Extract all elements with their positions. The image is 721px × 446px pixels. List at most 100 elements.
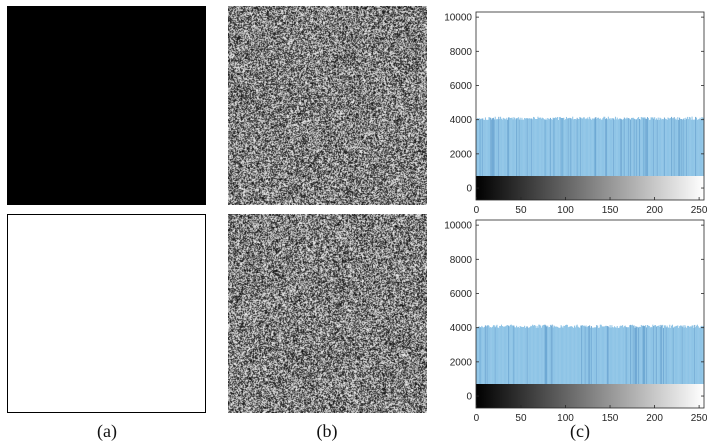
histogram-bar: [581, 325, 583, 397]
histogram-bar: [543, 324, 545, 397]
histogram-bar: [663, 119, 665, 189]
histogram-bar: [643, 118, 645, 189]
histogram-bar: [682, 325, 684, 397]
histogram-bar: [496, 118, 498, 189]
histogram-bar: [477, 118, 479, 189]
histogram-bar: [625, 118, 627, 189]
histogram-bar: [610, 119, 612, 189]
x-tick-label: 250: [691, 205, 708, 216]
histogram-bar: [500, 116, 502, 189]
histogram-bar: [655, 326, 657, 397]
histogram-bar: [500, 324, 502, 397]
histogram-bar: [623, 117, 625, 189]
histogram-bar: [679, 117, 681, 189]
histogram-bar: [530, 118, 532, 189]
histogram-bar: [482, 327, 484, 397]
histogram-bar: [629, 118, 631, 189]
histogram-bar: [594, 117, 596, 189]
histogram-bar: [527, 327, 529, 397]
histogram-bar: [513, 117, 515, 189]
histogram-bar: [499, 119, 501, 189]
histogram-bar: [589, 116, 591, 189]
histogram-bar: [565, 324, 567, 397]
y-tick-label: 10000: [444, 13, 472, 24]
histogram-bar: [580, 117, 582, 189]
histogram-bar: [639, 327, 641, 397]
histogram-bar: [505, 119, 507, 189]
y-tick-label: 10000: [444, 221, 472, 232]
histogram-bar: [593, 119, 595, 189]
histogram-bar: [528, 118, 530, 189]
histogram-bar: [533, 325, 535, 397]
histogram-bar: [642, 325, 644, 397]
histogram-bar: [658, 119, 660, 189]
histogram-bar: [689, 326, 691, 397]
histogram-bar: [524, 327, 527, 397]
histogram-bar: [541, 117, 543, 189]
histogram-bar: [515, 327, 517, 397]
histogram-bar: [685, 326, 687, 397]
histogram-bar: [671, 118, 673, 189]
histogram-bar: [498, 116, 500, 189]
histogram-bar: [576, 324, 578, 397]
histogram-bar: [592, 327, 594, 397]
histogram-bar: [630, 117, 633, 189]
histogram-bar: [548, 327, 550, 397]
histogram-bar: [602, 117, 604, 189]
histogram-bar: [549, 117, 551, 189]
histogram-bar: [542, 325, 544, 397]
histogram-bar: [495, 119, 497, 189]
histogram-bar: [672, 327, 674, 397]
histogram-bar: [557, 120, 559, 189]
histogram-bar: [650, 117, 652, 189]
histogram-bar: [587, 117, 589, 189]
histogram-bar: [479, 327, 481, 397]
histogram-bar: [518, 119, 520, 189]
histogram-bar: [649, 119, 651, 189]
histogram-bar: [638, 327, 640, 397]
plain-image-white: [7, 214, 206, 413]
histogram-bar: [557, 116, 559, 189]
histogram-bar: [543, 119, 545, 189]
histogram-bar: [500, 326, 502, 397]
histogram-bar: [523, 326, 525, 397]
histogram-bar: [614, 119, 616, 189]
histogram-bar: [633, 118, 635, 189]
histogram-bar: [681, 119, 683, 189]
histogram-bar: [583, 117, 585, 189]
histogram-bar: [628, 327, 630, 397]
histogram-bar: [632, 325, 634, 397]
histogram-bar: [701, 325, 703, 397]
histogram-bar: [651, 117, 653, 189]
histogram-bar: [670, 327, 672, 397]
x-tick-label: 50: [515, 413, 527, 424]
plain-image-black: [7, 6, 206, 205]
histogram-bar: [681, 326, 683, 397]
histogram-bar: [532, 324, 534, 397]
histogram-bar: [507, 119, 509, 189]
histogram-bar: [557, 326, 559, 397]
histogram-bar: [510, 117, 512, 189]
histogram-bar: [492, 118, 494, 189]
histogram-bar: [571, 326, 573, 397]
histogram-bar: [663, 117, 665, 189]
histogram-bar: [662, 324, 664, 397]
histogram-bar: [653, 118, 655, 189]
histogram-bar: [535, 119, 537, 189]
histogram-bar: [565, 116, 567, 189]
histogram-bar: [600, 324, 602, 397]
histogram-bar: [644, 326, 646, 397]
histogram-bar: [520, 119, 522, 189]
histogram-bar: [569, 117, 571, 189]
histogram-bar: [563, 325, 565, 397]
histogram-bar: [668, 118, 670, 189]
histogram-bar: [521, 326, 523, 397]
histogram-bar: [690, 326, 692, 397]
grayscale-colorbar: [476, 384, 704, 408]
histogram-bar: [593, 327, 595, 397]
histogram-bar: [525, 326, 527, 397]
histogram-bar: [639, 119, 641, 189]
histogram-bar: [674, 119, 676, 189]
histogram-bar: [479, 119, 481, 189]
x-tick-label: 200: [646, 205, 663, 216]
